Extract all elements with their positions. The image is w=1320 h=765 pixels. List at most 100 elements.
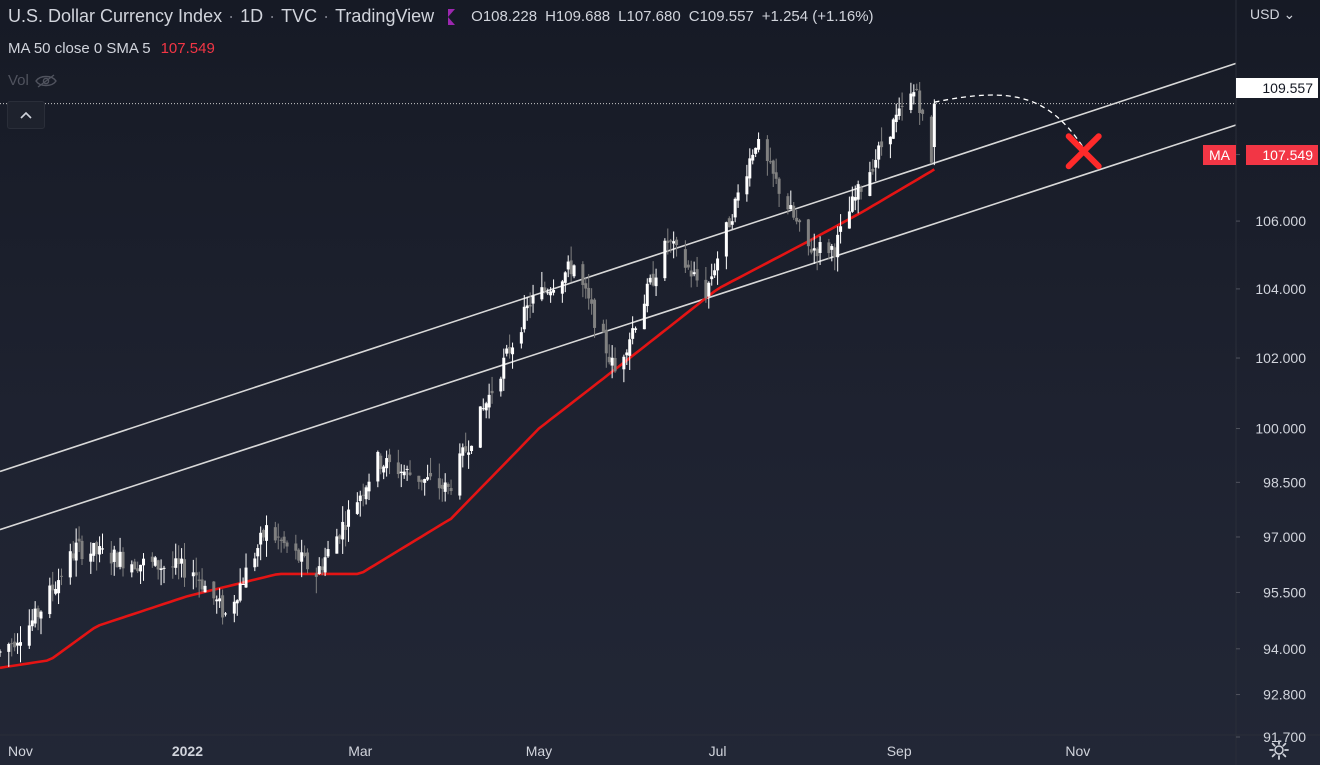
candle bbox=[850, 186, 854, 213]
candle bbox=[751, 149, 755, 165]
candle bbox=[871, 159, 875, 175]
candle-body bbox=[314, 573, 318, 577]
candle bbox=[856, 180, 860, 214]
candle bbox=[505, 344, 509, 357]
candle bbox=[150, 552, 154, 568]
y-tick-label: 98.500 bbox=[1263, 474, 1306, 490]
candle-body bbox=[464, 446, 468, 452]
candle-body bbox=[765, 139, 769, 161]
candle bbox=[569, 246, 573, 283]
candle-body bbox=[256, 548, 260, 557]
candle-body bbox=[218, 598, 222, 602]
candle bbox=[30, 609, 34, 631]
candle-body bbox=[139, 564, 143, 572]
candle bbox=[153, 555, 157, 567]
candle bbox=[57, 568, 61, 605]
eye-hidden-icon[interactable] bbox=[35, 73, 57, 88]
candle bbox=[39, 610, 43, 635]
candle-body bbox=[929, 116, 933, 163]
y-tick-label: 94.000 bbox=[1263, 641, 1306, 657]
symbol-name[interactable]: U.S. Dollar Currency Index bbox=[8, 6, 223, 26]
interval-label[interactable]: 1D bbox=[240, 6, 264, 26]
projection-x-mark bbox=[1065, 133, 1102, 170]
candle bbox=[402, 464, 406, 479]
candle bbox=[894, 103, 898, 133]
candle bbox=[815, 247, 819, 271]
candle bbox=[162, 565, 166, 584]
volume-label: Vol bbox=[8, 72, 29, 89]
y-tick-label: 100.000 bbox=[1255, 421, 1306, 437]
candle bbox=[101, 533, 105, 554]
candle bbox=[546, 288, 550, 295]
candle-body bbox=[836, 234, 840, 258]
candle-body bbox=[543, 287, 547, 292]
candle bbox=[757, 132, 761, 153]
candle-body bbox=[850, 196, 854, 212]
candle-body bbox=[262, 529, 266, 538]
candle-body bbox=[420, 479, 424, 483]
candle bbox=[0, 649, 2, 657]
candle bbox=[376, 450, 380, 488]
candle bbox=[888, 136, 892, 159]
candle bbox=[276, 523, 280, 550]
candle-body bbox=[7, 643, 11, 652]
candle-body bbox=[317, 566, 321, 574]
candle bbox=[745, 164, 749, 202]
candles bbox=[0, 82, 936, 667]
close-label: C bbox=[688, 8, 700, 25]
candle-body bbox=[297, 549, 301, 561]
candle bbox=[566, 255, 570, 278]
candle-body bbox=[238, 583, 242, 601]
candle-body bbox=[786, 196, 790, 210]
candle-body bbox=[101, 548, 105, 550]
candle-body bbox=[10, 643, 14, 645]
flag-icon[interactable] bbox=[448, 8, 456, 25]
candle bbox=[918, 82, 922, 125]
candle-body bbox=[30, 620, 34, 627]
channel-upper-line bbox=[0, 62, 1237, 473]
y-tick-label: 91.700 bbox=[1263, 729, 1306, 745]
currency-selector[interactable]: USD ⌄ bbox=[1250, 6, 1295, 23]
candle-body bbox=[839, 226, 843, 232]
candle-body bbox=[212, 581, 216, 599]
candle-body bbox=[716, 258, 720, 271]
candle bbox=[51, 571, 55, 602]
candle bbox=[651, 261, 655, 287]
settings-gear-icon[interactable] bbox=[1268, 739, 1290, 761]
x-tick-label: Jul bbox=[709, 743, 727, 759]
candle-body bbox=[153, 557, 157, 566]
candle-body bbox=[279, 539, 283, 541]
collapse-legend-button[interactable] bbox=[7, 101, 45, 129]
candle-body bbox=[631, 328, 635, 339]
candle-body bbox=[203, 585, 207, 593]
candle bbox=[531, 284, 535, 313]
candle bbox=[827, 238, 831, 260]
candle bbox=[235, 599, 239, 616]
candle-body bbox=[490, 390, 494, 394]
candle bbox=[326, 540, 330, 558]
currency-label: USD bbox=[1250, 6, 1280, 22]
candle-body bbox=[379, 455, 383, 469]
candle-body bbox=[683, 249, 687, 268]
candle bbox=[663, 238, 667, 282]
candle-body bbox=[338, 535, 342, 539]
candle-body bbox=[607, 356, 611, 363]
candle bbox=[265, 515, 269, 557]
candle bbox=[317, 557, 321, 575]
candle-body bbox=[221, 595, 225, 618]
candle bbox=[7, 642, 11, 667]
candle-body bbox=[798, 220, 802, 223]
candle-body bbox=[118, 551, 122, 567]
candle bbox=[443, 473, 447, 502]
candle-body bbox=[888, 136, 892, 145]
candle bbox=[36, 605, 40, 631]
ma-legend[interactable]: MA 50 close 0 SMA 5 107.549 bbox=[8, 40, 215, 57]
candle-body bbox=[748, 158, 752, 179]
candle bbox=[121, 547, 125, 577]
volume-legend[interactable]: Vol bbox=[8, 72, 57, 89]
channel-lines bbox=[0, 62, 1237, 531]
candle-body bbox=[323, 557, 327, 573]
candle bbox=[830, 243, 834, 262]
candle bbox=[765, 135, 769, 176]
